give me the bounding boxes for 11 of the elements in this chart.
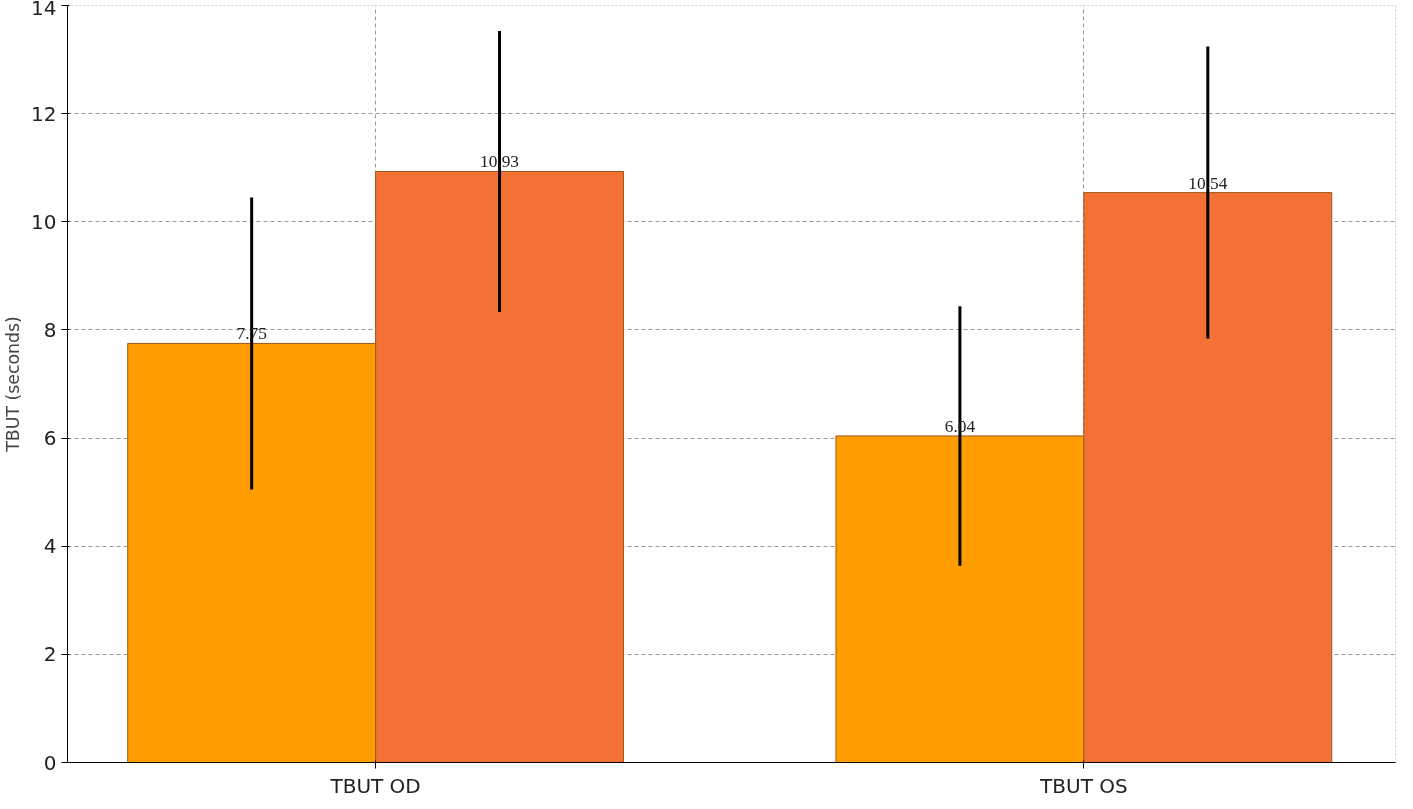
y-tick-label: 4 [43,534,57,559]
y-tick-label: 2 [43,642,57,667]
y-tick-label: 12 [31,101,57,126]
x-tick-label: TBUT OD [329,773,421,798]
y-tick-label: 14 [31,0,57,20]
y-tick-label: 6 [43,426,57,451]
y-tick-label: 0 [43,750,57,775]
y-tick-label: 10 [31,209,57,234]
y-tick-label: 8 [43,317,57,342]
y-axis-title: TBUT (seconds) [3,316,24,453]
x-tick-label: TBUT OS [1039,773,1128,798]
